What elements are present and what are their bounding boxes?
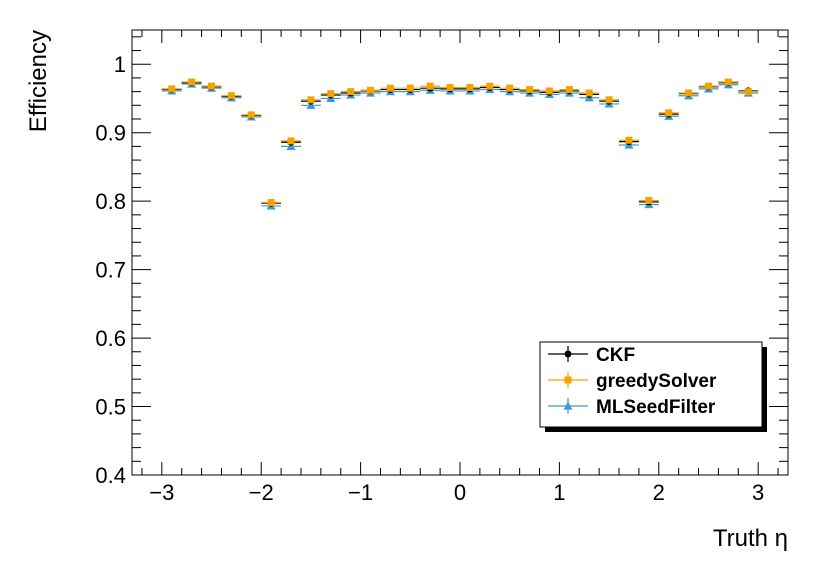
data-point — [704, 82, 712, 90]
data-point — [307, 96, 315, 104]
legend-label: greedySolver — [596, 371, 717, 392]
data-point — [267, 199, 275, 207]
data-point — [526, 86, 534, 94]
data-point — [605, 96, 613, 104]
x-tick-label: 1 — [553, 480, 565, 505]
data-point — [744, 88, 752, 96]
y-tick-label: 0.4 — [95, 463, 126, 488]
x-tick-label: 2 — [653, 480, 665, 505]
data-point — [665, 109, 673, 117]
data-point — [208, 82, 216, 90]
x-tick-label: −1 — [348, 480, 373, 505]
legend: CKF greedySolver MLSeedFilter — [539, 341, 767, 432]
y-tick-label: 0.7 — [95, 258, 126, 283]
data-point — [446, 84, 454, 92]
data-point — [724, 78, 732, 86]
data-point — [545, 87, 553, 95]
axis-ticks: −3 −2 −1 0 1 2 3 0.4 0.5 0.6 0.7 0.8 0.9 1 — [95, 30, 788, 505]
y-axis-label: Efficiency — [25, 30, 52, 132]
data-point — [306, 100, 316, 109]
x-tick-label: −2 — [249, 480, 274, 505]
data-point — [168, 85, 176, 93]
data-point — [506, 84, 514, 92]
series-layer — [161, 78, 759, 210]
data-point — [426, 82, 434, 90]
legend-marker — [563, 401, 573, 410]
data-point — [685, 89, 693, 97]
data-point — [565, 86, 573, 94]
y-tick-label: 0.5 — [95, 395, 126, 420]
data-point — [585, 89, 593, 97]
data-point — [188, 78, 196, 86]
legend-entries: CKF greedySolver MLSeedFilter — [548, 345, 717, 418]
data-point — [406, 84, 414, 92]
data-point — [645, 196, 653, 204]
legend-marker — [564, 350, 572, 358]
y-tick-label: 1 — [114, 52, 126, 77]
series-greedySolver — [161, 78, 759, 207]
y-tick-label: 0.8 — [95, 189, 126, 214]
x-tick-label: 0 — [454, 480, 466, 505]
y-tick-label: 0.6 — [95, 326, 126, 351]
data-point — [327, 90, 335, 98]
legend-marker — [564, 376, 572, 384]
x-tick-label: 3 — [752, 480, 764, 505]
legend-label: MLSeedFilter — [596, 397, 716, 418]
data-point — [386, 84, 394, 92]
data-point — [247, 111, 255, 119]
data-point — [625, 136, 633, 144]
x-tick-label: −3 — [149, 480, 174, 505]
legend-label: CKF — [596, 345, 635, 366]
data-point — [466, 84, 474, 92]
legend-box — [539, 341, 763, 428]
y-tick-label: 0.9 — [95, 121, 126, 146]
data-point — [286, 141, 296, 150]
x-axis-label: Truth η — [713, 525, 788, 552]
data-point — [367, 86, 375, 94]
data-point — [227, 92, 235, 100]
data-point — [486, 82, 494, 90]
data-point — [287, 137, 295, 145]
data-point — [347, 88, 355, 96]
